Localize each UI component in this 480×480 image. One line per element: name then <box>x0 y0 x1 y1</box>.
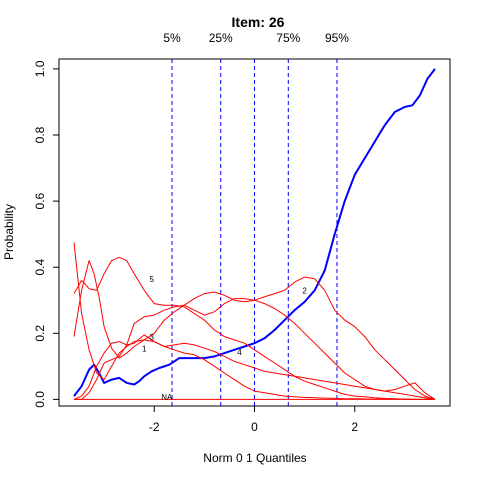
series-line-5 <box>73 256 435 400</box>
annotation-2: 1 <box>142 344 147 353</box>
quantile-label-1: 25% <box>209 31 233 45</box>
axes: -2 0 2 0.0 0.2 0.4 0.6 0.8 1.0 <box>33 60 358 434</box>
y-tick-label-5: 1.0 <box>33 60 47 77</box>
annotations: 5 31 4 2 NA <box>142 275 307 402</box>
quantile-label-3: 75% <box>276 31 300 45</box>
y-axis-label: Probability <box>2 204 16 260</box>
quantile-label-0: 5% <box>163 31 181 45</box>
series-layer <box>73 68 436 400</box>
quantile-label-4: 95% <box>325 31 349 45</box>
x-axis-label: Norm 0 1 Quantiles <box>203 451 306 465</box>
annotation-1: 3 <box>150 333 155 342</box>
annotation-3: 4 <box>237 348 242 357</box>
y-tick-label-0: 0.0 <box>33 391 47 408</box>
series-line-3 <box>73 334 436 400</box>
x-tick-label-0: -2 <box>149 420 160 434</box>
y-tick-label-1: 0.2 <box>33 325 47 342</box>
chart-title: Item: 26 <box>232 14 285 30</box>
y-tick-label-2: 0.4 <box>33 259 47 276</box>
series-line-2 <box>73 260 436 400</box>
x-tick-label-2: 2 <box>351 420 358 434</box>
annotation-0: 5 <box>150 275 155 284</box>
series-line-4 <box>74 298 436 400</box>
y-tick-label-3: 0.6 <box>33 192 47 209</box>
annotation-4: 2 <box>302 287 307 296</box>
y-tick-label-4: 0.8 <box>33 126 47 143</box>
x-tick-label-1: 0 <box>251 420 258 434</box>
quantile-lines: 5% 25% 75% 95% <box>163 31 349 406</box>
series-line-0 <box>73 68 436 397</box>
plot-frame <box>58 58 451 407</box>
annotation-5: NA <box>161 393 173 402</box>
